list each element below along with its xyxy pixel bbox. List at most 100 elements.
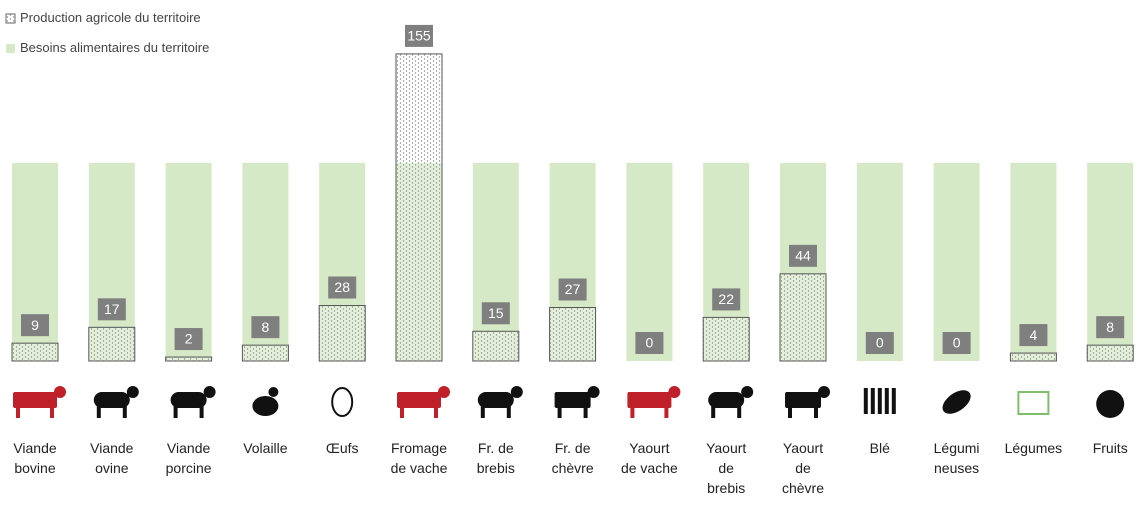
icon bbox=[630, 406, 635, 418]
legend-swatch bbox=[6, 44, 15, 53]
value-label: 28 bbox=[334, 279, 350, 295]
legend-entry: Production agricole du territoire bbox=[20, 10, 201, 25]
value-label-box bbox=[481, 302, 510, 325]
icon bbox=[788, 406, 792, 418]
icon bbox=[1096, 390, 1125, 418]
icon bbox=[122, 406, 127, 418]
value-label: 8 bbox=[262, 319, 270, 335]
icon bbox=[711, 406, 716, 418]
production-bar bbox=[11, 342, 59, 362]
need-bar bbox=[933, 162, 980, 361]
category-label: Yaourt de chèvre bbox=[781, 440, 825, 496]
category-label: Yaourt de vache bbox=[620, 440, 678, 476]
icon bbox=[126, 386, 139, 398]
value-label: 8 bbox=[1106, 319, 1114, 335]
category-label: Fr. de brebis bbox=[476, 440, 515, 476]
category-label: Légumi neuses bbox=[933, 440, 980, 476]
production-bar bbox=[318, 305, 366, 362]
legend-swatch bbox=[5, 13, 16, 24]
value-label-box bbox=[1019, 324, 1048, 347]
icon bbox=[587, 386, 600, 398]
category-label: Fromage de vache bbox=[390, 440, 448, 476]
production-bar bbox=[702, 316, 750, 362]
icon bbox=[870, 388, 875, 414]
icon bbox=[708, 392, 745, 408]
need-bar bbox=[472, 162, 519, 361]
icon bbox=[510, 386, 523, 398]
icon bbox=[818, 386, 830, 398]
icon bbox=[664, 406, 669, 418]
category-label: Viande ovine bbox=[90, 440, 134, 476]
value-label: 4 bbox=[1030, 327, 1038, 343]
value-label-box bbox=[635, 332, 664, 354]
icon bbox=[268, 387, 279, 397]
value-label: 27 bbox=[565, 281, 581, 297]
production-bar bbox=[395, 53, 443, 362]
production-bar bbox=[1009, 352, 1057, 362]
need-bar bbox=[626, 162, 673, 361]
category-label: Volaille bbox=[243, 440, 288, 456]
production-bar bbox=[779, 273, 827, 362]
value-label: 155 bbox=[407, 28, 431, 44]
icon bbox=[737, 406, 742, 418]
category-label: Blé bbox=[869, 440, 890, 456]
icon bbox=[814, 406, 818, 418]
value-label-box bbox=[328, 276, 357, 299]
value-label-box bbox=[405, 24, 433, 47]
category-label: Fruits bbox=[1092, 440, 1128, 456]
value-label-box bbox=[174, 328, 203, 351]
category-label: Légumes bbox=[1004, 440, 1063, 456]
icon bbox=[942, 390, 971, 414]
icon bbox=[16, 406, 20, 418]
value-label-box bbox=[558, 278, 587, 301]
value-label: 2 bbox=[185, 331, 193, 347]
icon bbox=[93, 392, 130, 408]
icon bbox=[54, 386, 66, 398]
icon bbox=[583, 406, 588, 418]
icon bbox=[397, 392, 441, 408]
icon bbox=[741, 386, 754, 398]
value-label-box bbox=[97, 298, 126, 321]
value-label-box bbox=[1096, 316, 1125, 339]
icon bbox=[331, 387, 354, 417]
production-bar bbox=[472, 330, 520, 362]
value-label-box bbox=[21, 314, 49, 337]
category-label: Œufs bbox=[325, 440, 359, 456]
production-bar bbox=[549, 307, 597, 362]
value-label-box bbox=[712, 288, 741, 311]
value-label-box bbox=[789, 244, 817, 267]
value-label: 44 bbox=[795, 248, 811, 264]
icon bbox=[863, 388, 868, 414]
icon bbox=[554, 392, 591, 408]
value-label-box bbox=[865, 332, 894, 354]
value-label: 15 bbox=[488, 305, 504, 321]
icon bbox=[438, 386, 450, 398]
icon bbox=[557, 406, 562, 418]
icon bbox=[50, 406, 54, 418]
icon bbox=[1017, 391, 1050, 415]
category-label: Yaourt de brebis bbox=[706, 440, 747, 496]
category-label: Viande porcine bbox=[165, 440, 212, 476]
icon bbox=[627, 392, 672, 408]
value-label: 0 bbox=[876, 335, 884, 351]
icon bbox=[884, 388, 889, 414]
value-label: 0 bbox=[646, 335, 654, 351]
icon bbox=[203, 386, 216, 398]
icon bbox=[877, 388, 882, 414]
icon bbox=[668, 386, 681, 398]
value-label: 9 bbox=[31, 317, 39, 333]
legend-entry: Besoins alimentaires du territoire bbox=[20, 40, 210, 55]
value-label: 0 bbox=[953, 335, 961, 351]
need-bar bbox=[856, 162, 903, 361]
icon bbox=[477, 392, 514, 408]
value-label: 22 bbox=[718, 291, 734, 307]
icon bbox=[785, 392, 821, 408]
production-bar bbox=[241, 344, 289, 362]
icon bbox=[891, 388, 896, 414]
icon bbox=[199, 406, 204, 418]
value-label-box bbox=[942, 332, 971, 354]
icon bbox=[252, 396, 279, 416]
icon bbox=[13, 392, 57, 408]
